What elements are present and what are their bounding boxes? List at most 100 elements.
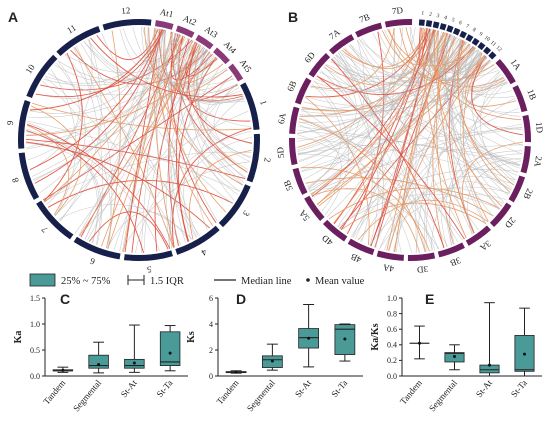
segment-label: 7B: [358, 12, 371, 25]
segment-arc: [246, 133, 260, 183]
synteny-link: [312, 123, 522, 198]
synteny-link: [369, 186, 510, 246]
synteny-link: [341, 49, 512, 191]
segment-label: 9: [5, 120, 16, 126]
category-label: St-At: [474, 377, 495, 399]
legend-box-label: 25% ~ 75%: [61, 276, 111, 287]
mean-dot: [234, 370, 238, 374]
synteny-link: [299, 27, 404, 163]
minor-segment-arc: [482, 46, 492, 55]
panel-c-boxplot: C 0.0 0.5 1.0 1.5 Ka Tandem Segmental St-At St-Ta: [13, 291, 188, 413]
segment-label: 5D: [275, 146, 286, 158]
synteny-link: [157, 28, 199, 237]
synteny-link: [337, 52, 434, 251]
synteny-link: [43, 52, 83, 202]
y-axis-label: Ks: [186, 331, 197, 343]
panel-a-links: [25, 26, 253, 254]
synteny-link: [35, 33, 178, 99]
synteny-link: [316, 75, 465, 240]
synteny-link: [372, 33, 521, 165]
segment-label: 7D: [392, 5, 404, 16]
synteny-link: [196, 96, 244, 231]
segment-label: 5B: [282, 179, 295, 192]
segment-label: 10: [23, 62, 37, 75]
synteny-link: [379, 187, 504, 250]
synteny-link: [459, 47, 487, 224]
legend: 25% ~ 75% 1.5 IQR Median line Mean value: [29, 273, 365, 287]
segment-label: 7A: [327, 27, 342, 42]
minor-segment-arc: [425, 20, 433, 27]
segment-label: 3D: [416, 264, 428, 275]
synteny-link: [73, 47, 103, 245]
synteny-link: [153, 28, 174, 248]
synteny-link: [301, 127, 523, 172]
synteny-link: [325, 38, 460, 79]
synteny-link: [450, 39, 475, 233]
mean-dot: [307, 336, 311, 340]
segment-arc: [294, 77, 312, 105]
segment-arc: [195, 34, 214, 50]
synteny-link: [415, 50, 480, 253]
synteny-link: [299, 117, 436, 251]
synteny-link: [193, 45, 248, 173]
mean-dot: [97, 363, 101, 367]
segment-label: 1: [258, 99, 269, 106]
synteny-link: [301, 81, 507, 172]
synteny-link: [352, 29, 437, 238]
synteny-link: [78, 29, 162, 236]
synteny-link: [124, 29, 162, 253]
synteny-link: [331, 58, 520, 167]
synteny-link: [179, 42, 228, 94]
synteny-link: [298, 51, 481, 162]
y-tick-label: 0: [209, 372, 213, 381]
segment-label: 3A: [478, 239, 493, 254]
synteny-link: [142, 27, 245, 101]
synteny-link: [42, 75, 233, 201]
minor-segment-label: 5: [451, 17, 456, 24]
synteny-link: [170, 57, 218, 246]
y-axis-label: Ka: [13, 331, 24, 344]
y-tick-label: 0.0: [30, 372, 40, 381]
synteny-link: [143, 48, 207, 253]
segment-arc: [465, 225, 491, 246]
panel-b-links: [296, 26, 524, 254]
synteny-link: [44, 35, 184, 203]
synteny-link: [195, 49, 246, 178]
segment-label: 4B: [349, 252, 363, 265]
segment-arc: [36, 200, 74, 240]
synteny-link: [299, 35, 453, 117]
mean-dot: [418, 341, 421, 345]
legend-iqr-icon: [127, 275, 145, 285]
synteny-link: [457, 40, 514, 186]
box-iqr: [159, 331, 181, 366]
segment-arc: [18, 152, 40, 200]
minor-segment-arc: [477, 41, 486, 51]
y-tick-label: 6: [209, 294, 213, 303]
minor-segment-arc: [446, 25, 454, 33]
segment-label: At1: [159, 7, 174, 20]
category-label: Segmental: [71, 377, 103, 413]
synteny-link: [335, 54, 459, 243]
minor-segment-label: 12: [495, 45, 503, 53]
synteny-link: [465, 54, 517, 107]
synteny-link: [409, 26, 463, 76]
segment-arc: [56, 26, 101, 57]
synteny-link: [381, 30, 495, 81]
synteny-link: [337, 193, 500, 228]
segment-label: 1B: [525, 88, 538, 101]
synteny-link: [144, 27, 224, 86]
y-tick-label: 0.6: [387, 325, 397, 334]
synteny-link: [320, 70, 427, 252]
segment-arc: [154, 20, 174, 30]
synteny-link: [100, 36, 186, 247]
synteny-link: [87, 39, 207, 79]
segment-arc: [384, 19, 413, 28]
y-tick-label: 1.0: [30, 320, 40, 329]
segment-label: 2A: [532, 155, 544, 168]
synteny-link: [428, 28, 494, 217]
synteny-link: [429, 28, 508, 88]
synteny-link: [119, 32, 174, 252]
synteny-link: [159, 28, 244, 102]
synteny-link: [54, 34, 181, 83]
